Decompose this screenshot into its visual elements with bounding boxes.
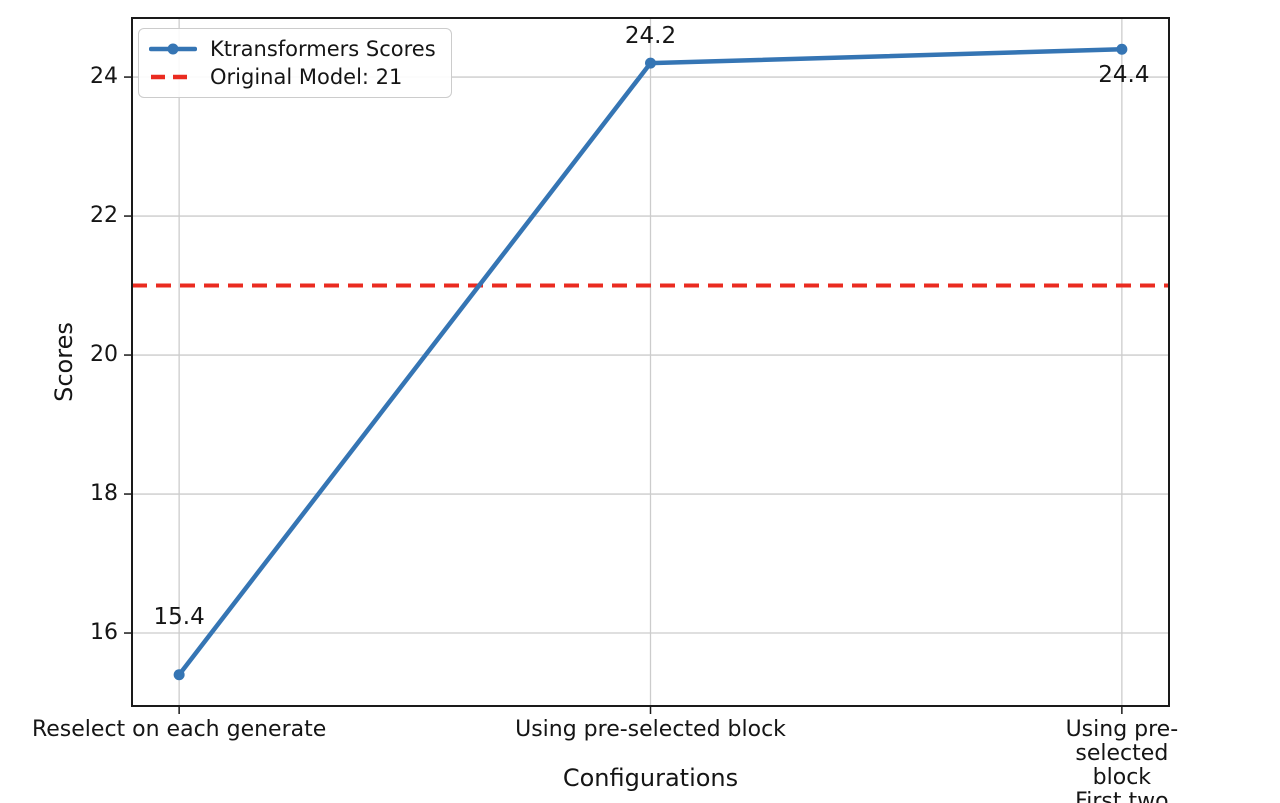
legend-label-series: Ktransformers Scores <box>210 37 436 61</box>
y-tick-label: 20 <box>90 342 118 368</box>
legend: Ktransformers Scores Original Model: 21 <box>138 28 452 98</box>
y-tick-label: 24 <box>90 64 118 90</box>
y-tick-label: 16 <box>90 620 118 646</box>
data-point-marker <box>645 57 656 69</box>
legend-label-reference: Original Model: 21 <box>210 65 403 89</box>
legend-item-series: Ktransformers Scores <box>149 36 441 62</box>
x-axis-title: Configurations <box>562 764 739 792</box>
data-point-label: 15.4 <box>153 603 205 630</box>
line-marker-sample-icon <box>149 43 197 55</box>
legend-item-reference: Original Model: 21 <box>149 64 441 90</box>
data-point-label: 24.2 <box>624 23 677 50</box>
x-tick-label: Reselect on each generate <box>31 717 327 742</box>
dashed-line-sample-icon <box>151 74 195 80</box>
x-tick-label: Using pre-selected block <box>515 717 786 742</box>
data-point-marker <box>173 669 185 681</box>
y-axis-title: Scores <box>50 322 78 402</box>
data-point-label: 24.4 <box>1098 62 1150 89</box>
data-point-marker <box>1116 43 1128 55</box>
x-tick-label: Using pre-selected block First two layer… <box>1065 717 1179 803</box>
y-tick-label: 22 <box>90 203 118 229</box>
y-tick-label: 18 <box>90 481 118 507</box>
